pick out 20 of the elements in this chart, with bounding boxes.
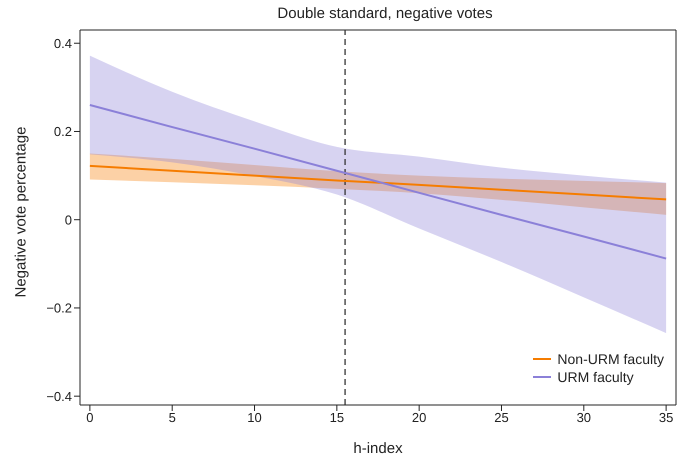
x-tick-label: 10 xyxy=(247,410,262,426)
chart-title: Double standard, negative votes xyxy=(277,5,493,22)
y-tick-label: 0 xyxy=(64,212,72,228)
x-tick-label: 25 xyxy=(494,410,509,426)
y-tick-label: 0.2 xyxy=(54,124,72,140)
y-tick-label: −0.4 xyxy=(46,388,72,404)
x-tick-label: 35 xyxy=(658,410,674,426)
legend-label: Non-URM faculty xyxy=(557,350,664,368)
x-tick-label: 15 xyxy=(330,410,344,426)
y-tick-label: 0.4 xyxy=(54,36,72,51)
line-series xyxy=(88,104,668,260)
x-tick-label: 30 xyxy=(576,410,592,426)
legend-label: URM faculty xyxy=(557,368,634,386)
y-axis-title: Negative vote percentage xyxy=(12,126,30,298)
x-tick-label: 0 xyxy=(86,410,94,426)
x-tick-label: 5 xyxy=(168,410,176,426)
line-series xyxy=(88,164,668,200)
y-tick-label: −0.2 xyxy=(46,300,72,316)
x-tick-label: 20 xyxy=(412,410,426,426)
x-axis-title: h-index xyxy=(353,440,404,457)
